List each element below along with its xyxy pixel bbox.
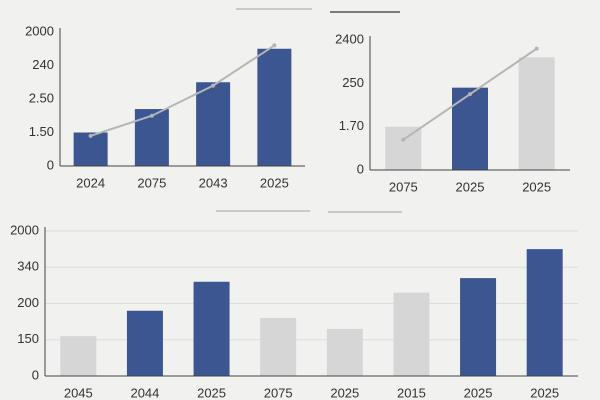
trend-point	[88, 133, 93, 138]
bar	[526, 249, 563, 376]
bar	[260, 318, 297, 376]
x-tick-label: 2043	[199, 175, 228, 190]
trend-point	[401, 137, 406, 142]
x-tick-label: 2025	[197, 385, 226, 400]
trend-point	[149, 113, 154, 118]
bar	[257, 48, 292, 166]
x-tick-label: 2025	[464, 385, 493, 400]
x-tick-label: 2025	[330, 385, 359, 400]
trend-point	[468, 92, 472, 97]
x-tick-label: 2045	[64, 385, 93, 400]
x-tick-label: 2025	[530, 385, 559, 400]
x-tick-label: 2025	[522, 179, 551, 194]
y-tick-label: 2000	[10, 222, 39, 237]
bar	[326, 328, 363, 376]
trend-point	[272, 43, 277, 48]
trend-point	[534, 46, 539, 51]
y-tick-label: 200	[17, 295, 39, 310]
y-tick-label: 150	[17, 331, 39, 346]
x-tick-label: 2075	[389, 179, 418, 194]
x-tick-label: 2025	[456, 179, 485, 194]
bar	[460, 278, 497, 376]
y-tick-label: 1.70	[339, 118, 364, 133]
trend-point	[211, 83, 216, 88]
x-tick-label: 2044	[130, 385, 159, 400]
x-tick-label: 2015	[397, 385, 426, 400]
y-tick-label: 250	[342, 75, 364, 90]
bar	[126, 310, 163, 376]
y-tick-label: 240	[32, 57, 54, 72]
y-tick-label: 2000	[25, 23, 54, 38]
bar	[385, 126, 422, 170]
y-tick-label: 2400	[335, 31, 364, 46]
x-tick-label: 2075	[264, 385, 293, 400]
bar	[196, 82, 231, 166]
y-tick-label: 0	[32, 367, 39, 382]
bar	[193, 281, 230, 376]
bar	[73, 132, 108, 166]
bar	[452, 87, 488, 170]
bar	[393, 292, 430, 376]
y-tick-label: 2.50	[29, 90, 54, 105]
x-tick-label: 2075	[137, 175, 166, 190]
trend-line	[90, 44, 275, 137]
bar	[60, 336, 97, 376]
bar	[518, 57, 555, 171]
y-tick-label: 1.50	[29, 124, 54, 139]
y-tick-label: 0	[47, 157, 54, 172]
y-tick-label: 340	[17, 259, 39, 274]
x-tick-label: 2025	[260, 175, 289, 190]
y-tick-label: 0	[357, 161, 364, 176]
x-tick-label: 2024	[76, 175, 105, 190]
